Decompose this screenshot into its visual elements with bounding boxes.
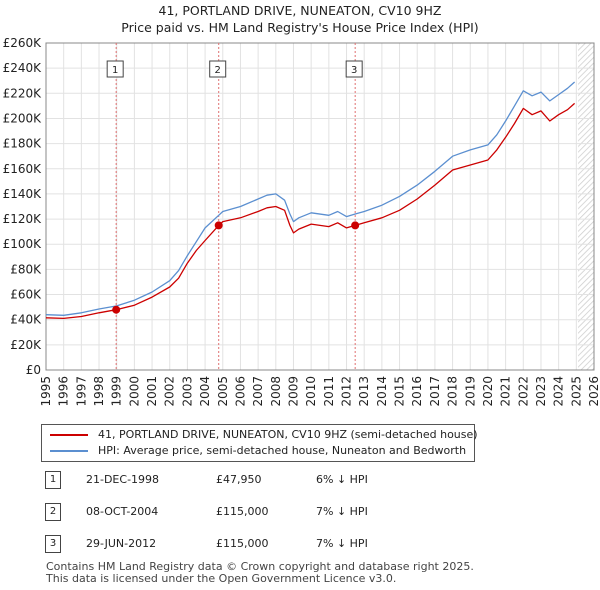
series-line-property <box>45 102 576 320</box>
x-tick-label: 2015 <box>393 376 407 407</box>
x-tick-label: 2008 <box>269 376 283 407</box>
price-chart: £0 £20K £40K £60K £80K £100K £120K £140K £160K £1… <box>3 36 600 407</box>
x-tick-label: 2012 <box>340 376 354 407</box>
y-tick-label: £20K <box>10 338 42 352</box>
x-tick-label: 1998 <box>92 376 106 407</box>
forecast-hatch <box>578 43 594 370</box>
legend-item-property: 41, PORTLAND DRIVE, NUNEATON, CV10 9HZ (… <box>50 427 478 443</box>
x-tick-label: 1996 <box>57 376 71 407</box>
y-tick-label: £260K <box>3 36 43 50</box>
x-tick-label: 2011 <box>322 376 336 407</box>
sale-price: £115,000 <box>216 505 269 518</box>
x-tick-label: 1995 <box>39 376 53 407</box>
sale-label-box <box>209 60 227 78</box>
y-tick-label: £120K <box>3 212 43 226</box>
sale-price: £115,000 <box>216 537 269 550</box>
legend-swatch-hpi <box>50 450 88 452</box>
x-tick-label: 2003 <box>180 376 194 407</box>
x-tick-label: 2002 <box>163 376 177 407</box>
x-tick-label: 2013 <box>357 376 371 407</box>
x-tick-label: 2022 <box>516 376 530 407</box>
x-tick-label: 2014 <box>375 376 389 407</box>
x-tick-label: 2006 <box>233 376 247 407</box>
chart-title: 41, PORTLAND DRIVE, NUNEATON, CV10 9HZ <box>158 3 442 18</box>
sale-number-badge: 1 <box>45 471 61 489</box>
plot-area <box>46 43 594 370</box>
sale-hpi-diff: 7% ↓ HPI <box>316 537 368 550</box>
sale-label-number: 3 <box>351 65 357 76</box>
table-row: 1 21-DEC-1998 £47,950 6% ↓ HPI <box>41 471 441 491</box>
y-tick-label: £40K <box>10 313 42 327</box>
x-tick-label: 1999 <box>110 376 124 407</box>
y-tick-label: £0 <box>26 363 41 377</box>
y-tick-label: £60K <box>10 288 42 302</box>
plot-border <box>45 42 595 371</box>
x-tick-label: 1997 <box>74 376 88 407</box>
y-tick-label: £200K <box>3 111 43 125</box>
sale-point <box>112 305 121 314</box>
sale-point <box>351 221 360 230</box>
x-tick-label: 2020 <box>481 376 495 407</box>
series-line-hpi <box>45 81 576 316</box>
y-tick-label: £180K <box>3 137 43 151</box>
x-tick-label: 2004 <box>198 376 212 407</box>
sale-label-box <box>345 60 363 78</box>
sale-number-badge: 2 <box>45 503 61 521</box>
y-tick-label: £240K <box>3 61 43 75</box>
footer-copyright: Contains HM Land Registry data © Crown c… <box>46 560 474 573</box>
sale-label-box <box>106 60 124 78</box>
x-tick-label: 2000 <box>127 376 141 407</box>
x-tick-label: 2021 <box>499 376 513 407</box>
legend-label-hpi: HPI: Average price, semi-detached house,… <box>98 444 467 457</box>
x-tick-label: 2005 <box>216 376 230 407</box>
x-tick-label: 2009 <box>286 376 300 407</box>
x-tick-label: 2018 <box>446 376 460 407</box>
y-tick-label: £80K <box>10 262 42 276</box>
sale-label-number: 2 <box>215 65 221 76</box>
sale-hpi-diff: 7% ↓ HPI <box>316 505 368 518</box>
sale-date: 29-JUN-2012 <box>86 537 157 550</box>
y-tick-label: £220K <box>3 86 43 100</box>
table-row: 3 29-JUN-2012 £115,000 7% ↓ HPI <box>41 535 441 555</box>
sale-label-number: 1 <box>112 65 118 76</box>
chart-subtitle: Price paid vs. HM Land Registry's House … <box>121 20 479 35</box>
y-tick-label: £100K <box>3 237 43 251</box>
footer-licence: This data is licensed under the Open Gov… <box>46 572 397 585</box>
chart-legend: 41, PORTLAND DRIVE, NUNEATON, CV10 9HZ (… <box>41 424 478 462</box>
sale-price: £47,950 <box>216 473 262 486</box>
sale-number-badge: 3 <box>45 535 61 553</box>
table-row: 2 08-OCT-2004 £115,000 7% ↓ HPI <box>41 503 441 523</box>
legend-label-property: 41, PORTLAND DRIVE, NUNEATON, CV10 9HZ (… <box>98 428 478 441</box>
sale-hpi-diff: 6% ↓ HPI <box>316 473 368 486</box>
sale-date: 08-OCT-2004 <box>86 505 159 518</box>
x-tick-label: 2023 <box>534 376 548 407</box>
x-tick-label: 2017 <box>428 376 442 407</box>
x-tick-label: 2025 <box>569 376 583 407</box>
legend-item-hpi: HPI: Average price, semi-detached house,… <box>50 443 466 459</box>
x-tick-label: 2026 <box>587 376 600 407</box>
x-tick-label: 2007 <box>251 376 265 407</box>
sale-date: 21-DEC-1998 <box>86 473 160 486</box>
x-tick-label: 2019 <box>463 376 477 407</box>
y-tick-label: £140K <box>3 187 43 201</box>
y-tick-label: £160K <box>3 162 43 176</box>
x-tick-label: 2024 <box>552 376 566 407</box>
legend-swatch-property <box>50 434 88 436</box>
sale-point <box>214 221 223 230</box>
x-tick-label: 2016 <box>410 376 424 407</box>
x-tick-label: 2001 <box>145 376 159 407</box>
x-tick-label: 2010 <box>304 376 318 407</box>
